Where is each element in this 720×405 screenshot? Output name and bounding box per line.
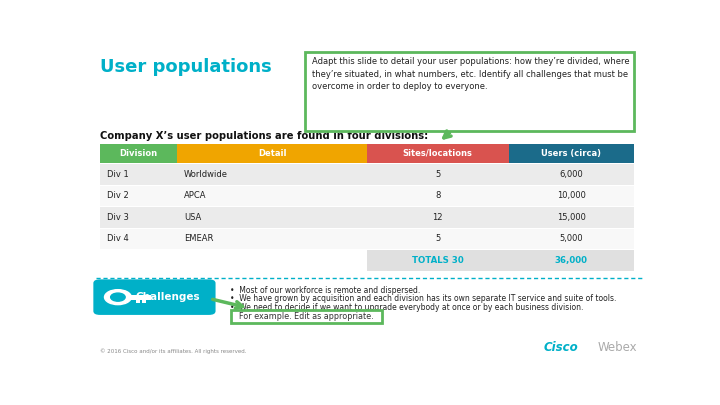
- Text: TOTALS 30: TOTALS 30: [412, 256, 464, 265]
- Text: Div 4: Div 4: [107, 234, 128, 243]
- Circle shape: [104, 290, 131, 305]
- Text: 5: 5: [435, 170, 441, 179]
- FancyBboxPatch shape: [100, 207, 634, 228]
- FancyBboxPatch shape: [367, 250, 508, 271]
- Circle shape: [111, 293, 125, 301]
- Text: 12: 12: [433, 213, 443, 222]
- Text: •  We have grown by acquisition and each division has its own separate IT servic: • We have grown by acquisition and each …: [230, 294, 616, 303]
- Text: Division: Division: [120, 149, 158, 158]
- Text: For example. Edit as appropriate.: For example. Edit as appropriate.: [239, 312, 374, 321]
- Text: 36,000: 36,000: [555, 256, 588, 265]
- Text: USA: USA: [184, 213, 202, 222]
- FancyBboxPatch shape: [177, 144, 367, 163]
- FancyBboxPatch shape: [367, 144, 508, 163]
- FancyBboxPatch shape: [231, 309, 382, 323]
- FancyBboxPatch shape: [100, 144, 177, 163]
- Text: EMEAR: EMEAR: [184, 234, 214, 243]
- Text: •  We need to decide if we want to upgrade everybody at once or by each business: • We need to decide if we want to upgrad…: [230, 303, 583, 312]
- FancyBboxPatch shape: [100, 229, 634, 249]
- Text: 8: 8: [435, 192, 441, 200]
- Text: Sites/locations: Sites/locations: [403, 149, 473, 158]
- Text: 15,000: 15,000: [557, 213, 586, 222]
- FancyBboxPatch shape: [94, 279, 215, 315]
- Text: Div 1: Div 1: [107, 170, 128, 179]
- Bar: [143, 300, 146, 303]
- Text: Worldwide: Worldwide: [184, 170, 228, 179]
- Text: Company X’s user populations are found in four divisions:: Company X’s user populations are found i…: [100, 131, 428, 141]
- FancyBboxPatch shape: [100, 186, 634, 206]
- Text: 6,000: 6,000: [559, 170, 583, 179]
- Text: 5: 5: [435, 234, 441, 243]
- Text: Div 2: Div 2: [107, 192, 128, 200]
- FancyBboxPatch shape: [100, 164, 634, 185]
- Text: 5,000: 5,000: [559, 234, 583, 243]
- FancyBboxPatch shape: [508, 144, 634, 163]
- Text: © 2016 Cisco and/or its affiliates. All rights reserved.: © 2016 Cisco and/or its affiliates. All …: [100, 348, 246, 354]
- Text: Webex: Webex: [597, 341, 637, 354]
- Text: 10,000: 10,000: [557, 192, 586, 200]
- Text: APCA: APCA: [184, 192, 207, 200]
- FancyBboxPatch shape: [130, 295, 150, 300]
- Text: Detail: Detail: [258, 149, 287, 158]
- Text: Adapt this slide to detail your user populations: how they’re divided, where
the: Adapt this slide to detail your user pop…: [312, 58, 629, 92]
- Text: Cisco: Cisco: [544, 341, 578, 354]
- Text: Users (circa): Users (circa): [541, 149, 601, 158]
- FancyBboxPatch shape: [305, 52, 634, 131]
- Text: User populations: User populations: [100, 58, 271, 76]
- Text: Challenges: Challenges: [135, 292, 200, 302]
- Text: Div 3: Div 3: [107, 213, 129, 222]
- Text: •  Most of our workforce is remote and dispersed.: • Most of our workforce is remote and di…: [230, 286, 420, 294]
- FancyBboxPatch shape: [508, 250, 634, 271]
- Bar: [136, 300, 140, 303]
